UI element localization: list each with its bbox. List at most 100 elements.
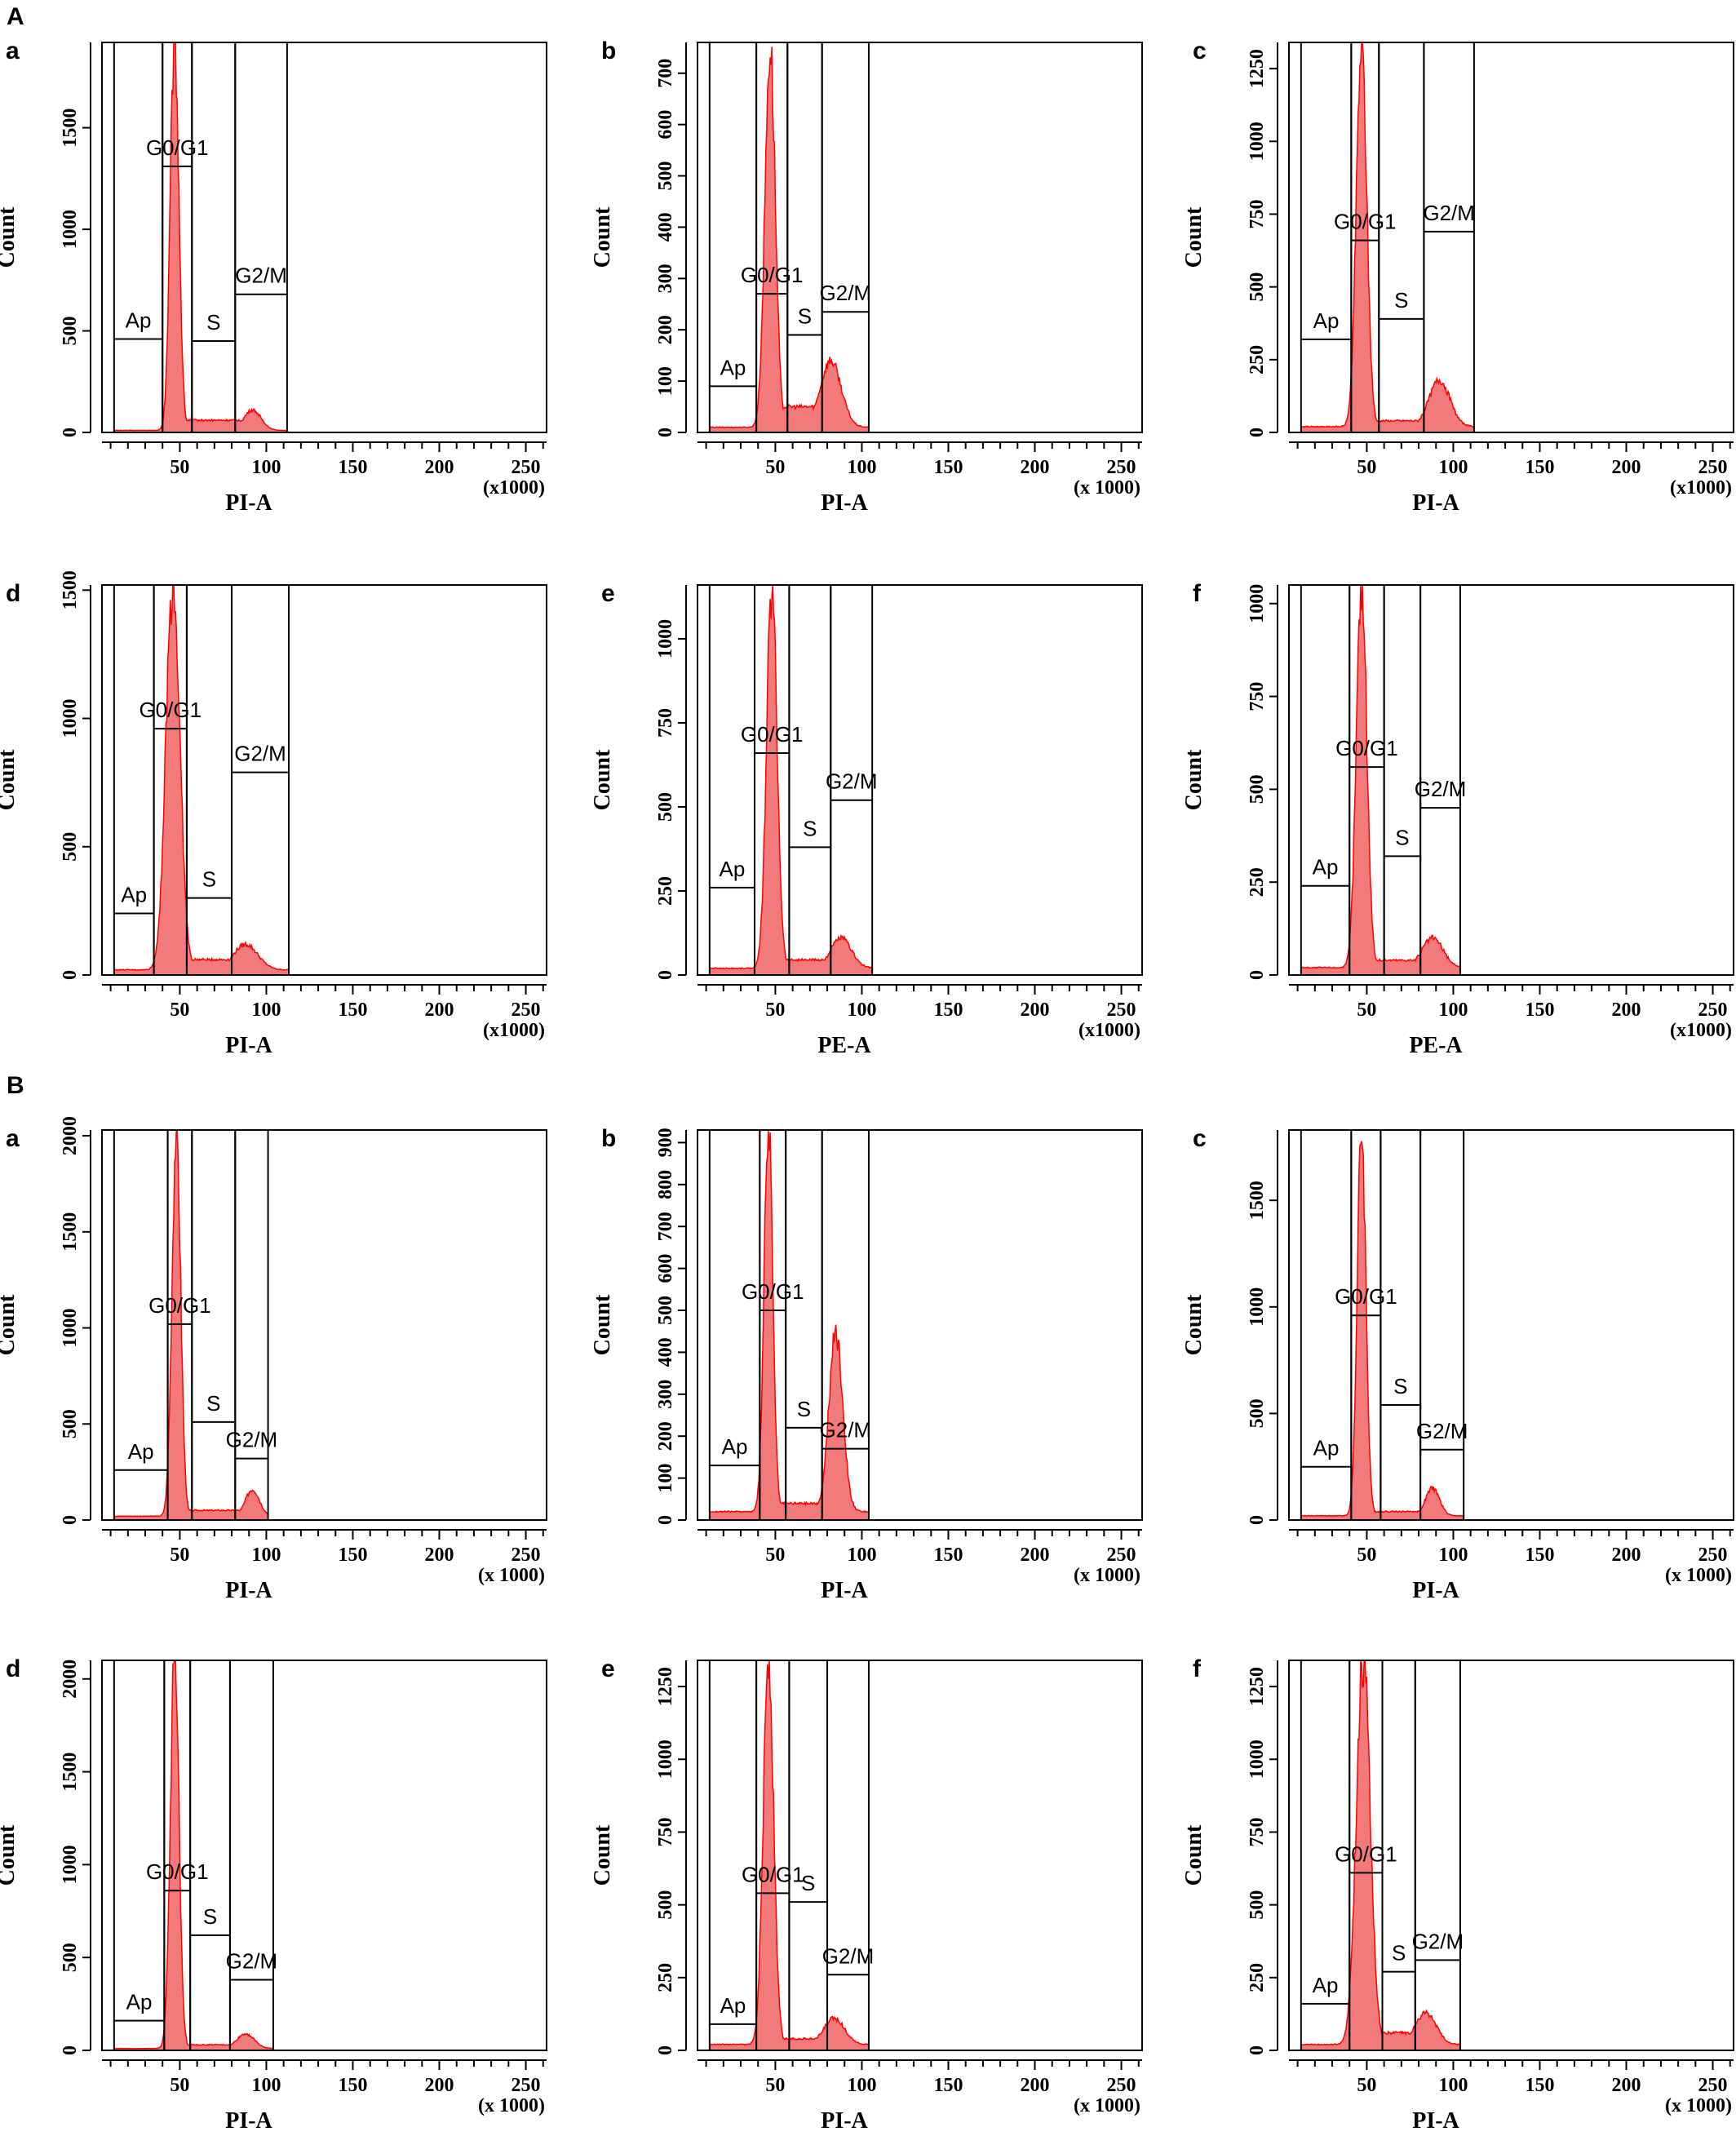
panel-letter: d bbox=[6, 1655, 20, 1682]
gate-g2-m bbox=[821, 42, 870, 433]
x-tick-label: 250 bbox=[512, 2075, 541, 2096]
histogram-series bbox=[113, 42, 288, 433]
y-tick-label: 600 bbox=[655, 1254, 676, 1283]
y-axis-label: Count bbox=[0, 1294, 20, 1355]
x-axis-label: PI-A bbox=[225, 1033, 272, 1058]
y-tick-label: 750 bbox=[1247, 682, 1268, 711]
y-tick-label: 1500 bbox=[60, 109, 81, 148]
gate-g2-m bbox=[1423, 42, 1475, 433]
gate-label: S bbox=[202, 867, 216, 892]
y-tick-label: 250 bbox=[655, 1963, 676, 1992]
y-tick-label: 750 bbox=[1247, 199, 1268, 228]
x-tick-label: 200 bbox=[425, 1544, 454, 1566]
gate-g2-m bbox=[826, 1660, 870, 2051]
gate-label: S bbox=[1394, 288, 1408, 312]
histogram-series bbox=[113, 584, 290, 976]
y-tick-label: 1000 bbox=[1247, 584, 1268, 623]
panel-b-a: a Ap G0/G1 SG2/M 50 100 150 200 250 0 500 1000 1500 2… bbox=[0, 1116, 547, 1603]
y-tick-label: 500 bbox=[655, 1296, 676, 1325]
y-tick-label: 0 bbox=[655, 2045, 676, 2055]
gate-label: Ap bbox=[1313, 1973, 1339, 1997]
y-tick-label: 1000 bbox=[655, 1739, 676, 1779]
gate-label: G0/G1 bbox=[148, 1293, 211, 1318]
y-tick-label: 1500 bbox=[60, 1212, 81, 1252]
x-tick-label: 250 bbox=[1107, 999, 1136, 1021]
x-tick-label: 50 bbox=[1357, 999, 1376, 1021]
histogram-series bbox=[709, 47, 870, 433]
y-tick-label: 0 bbox=[1247, 1515, 1268, 1525]
y-axis-label: Count bbox=[1181, 1824, 1207, 1886]
gate-label: G0/G1 bbox=[1335, 736, 1398, 760]
x-tick-label: 50 bbox=[170, 1544, 189, 1566]
gate-g2-m bbox=[1414, 1660, 1461, 2051]
x-tick-label: 250 bbox=[1107, 1544, 1136, 1566]
y-tick-label: 1500 bbox=[1247, 1181, 1268, 1220]
gate-label: Ap bbox=[1313, 308, 1340, 333]
y-tick-label: 0 bbox=[60, 1515, 81, 1525]
y-axis-label: Count bbox=[0, 1824, 20, 1886]
x-tick-label: 250 bbox=[512, 1544, 541, 1566]
panel-b-c: c Ap G0/G1 S G2/M 50 100 150 200 250 0 500 1000 1500 P… bbox=[1181, 1125, 1734, 1603]
y-tick-label: 750 bbox=[1247, 1817, 1268, 1846]
x-axis-scale-label: (x1000) bbox=[1670, 477, 1732, 499]
y-axis-label: Count bbox=[1181, 1294, 1207, 1355]
y-tick-label: 1250 bbox=[1247, 49, 1268, 88]
gate-label: G0/G1 bbox=[1335, 1841, 1397, 1866]
y-tick-label: 500 bbox=[60, 1409, 81, 1438]
x-axis-scale-label: (x 1000) bbox=[1665, 2095, 1732, 2116]
section-label-a: A bbox=[7, 3, 24, 30]
gate-label: G2/M bbox=[822, 1943, 875, 1968]
y-tick-label: 300 bbox=[655, 264, 676, 293]
y-tick-label: 0 bbox=[60, 970, 81, 980]
y-tick-label: 0 bbox=[655, 970, 676, 980]
gate-g2-m bbox=[231, 584, 290, 976]
gate-label: G2/M bbox=[235, 264, 287, 288]
x-tick-label: 250 bbox=[1698, 1544, 1728, 1566]
x-tick-label: 50 bbox=[1357, 2075, 1376, 2096]
y-tick-label: 1000 bbox=[60, 1845, 81, 1884]
y-axis-label: Count bbox=[590, 1824, 615, 1886]
y-tick-label: 750 bbox=[655, 708, 676, 738]
gate-label: G2/M bbox=[226, 1949, 278, 1974]
gate-label: G0/G1 bbox=[742, 1279, 804, 1304]
gate-label: G0/G1 bbox=[139, 698, 202, 722]
x-tick-label: 150 bbox=[933, 2075, 963, 2096]
y-tick-label: 1000 bbox=[60, 699, 81, 738]
gate-g2-m bbox=[234, 1129, 269, 1521]
x-tick-label: 100 bbox=[847, 999, 876, 1021]
panel-letter: b bbox=[601, 38, 616, 64]
gate-label: G2/M bbox=[820, 281, 872, 305]
gate-g2-m bbox=[234, 42, 288, 433]
histogram-series bbox=[1300, 1141, 1464, 1521]
y-tick-label: 100 bbox=[655, 1464, 676, 1493]
y-tick-label: 250 bbox=[1247, 345, 1268, 374]
panel-b-f: f Ap G0/G1 S G2/M 50 100 150 200 250 0 250 500 750 100… bbox=[1181, 1655, 1734, 2134]
x-tick-label: 200 bbox=[1021, 457, 1050, 478]
gate-label: S bbox=[1392, 1941, 1406, 1966]
panel-letter: b bbox=[601, 1125, 616, 1152]
x-axis-scale-label: (x 1000) bbox=[1665, 1565, 1732, 1586]
x-tick-label: 150 bbox=[338, 999, 367, 1021]
gate-label: G2/M bbox=[1416, 1419, 1468, 1443]
gate-label: Ap bbox=[720, 857, 746, 881]
panel-letter: f bbox=[1193, 1655, 1202, 1682]
panel-b-e: e Ap G0/G1S G2/M 50 100 150 200 250 0 250 500 750 100… bbox=[590, 1655, 1143, 2134]
gate-label: G2/M bbox=[234, 742, 286, 766]
x-axis-label: PI-A bbox=[1412, 2108, 1459, 2134]
histogram-series bbox=[709, 584, 873, 976]
gate-label: Ap bbox=[720, 1993, 746, 2018]
x-axis-scale-label: (x1000) bbox=[483, 477, 545, 499]
gate-label: Ap bbox=[126, 308, 152, 332]
y-tick-label: 1000 bbox=[1247, 122, 1268, 161]
histogram-series bbox=[709, 1129, 870, 1521]
x-axis-scale-label: (x1000) bbox=[1078, 1020, 1140, 1041]
y-tick-label: 0 bbox=[655, 428, 676, 437]
x-tick-label: 200 bbox=[425, 2075, 454, 2096]
y-tick-label: 1250 bbox=[655, 1667, 676, 1706]
gate-label: G2/M bbox=[1423, 201, 1475, 225]
y-tick-label: 1000 bbox=[60, 210, 81, 249]
panel-letter: e bbox=[601, 580, 615, 607]
x-axis-scale-label: (x 1000) bbox=[478, 2095, 545, 2116]
x-tick-label: 150 bbox=[338, 2075, 367, 2096]
y-tick-label: 1500 bbox=[60, 1753, 81, 1792]
